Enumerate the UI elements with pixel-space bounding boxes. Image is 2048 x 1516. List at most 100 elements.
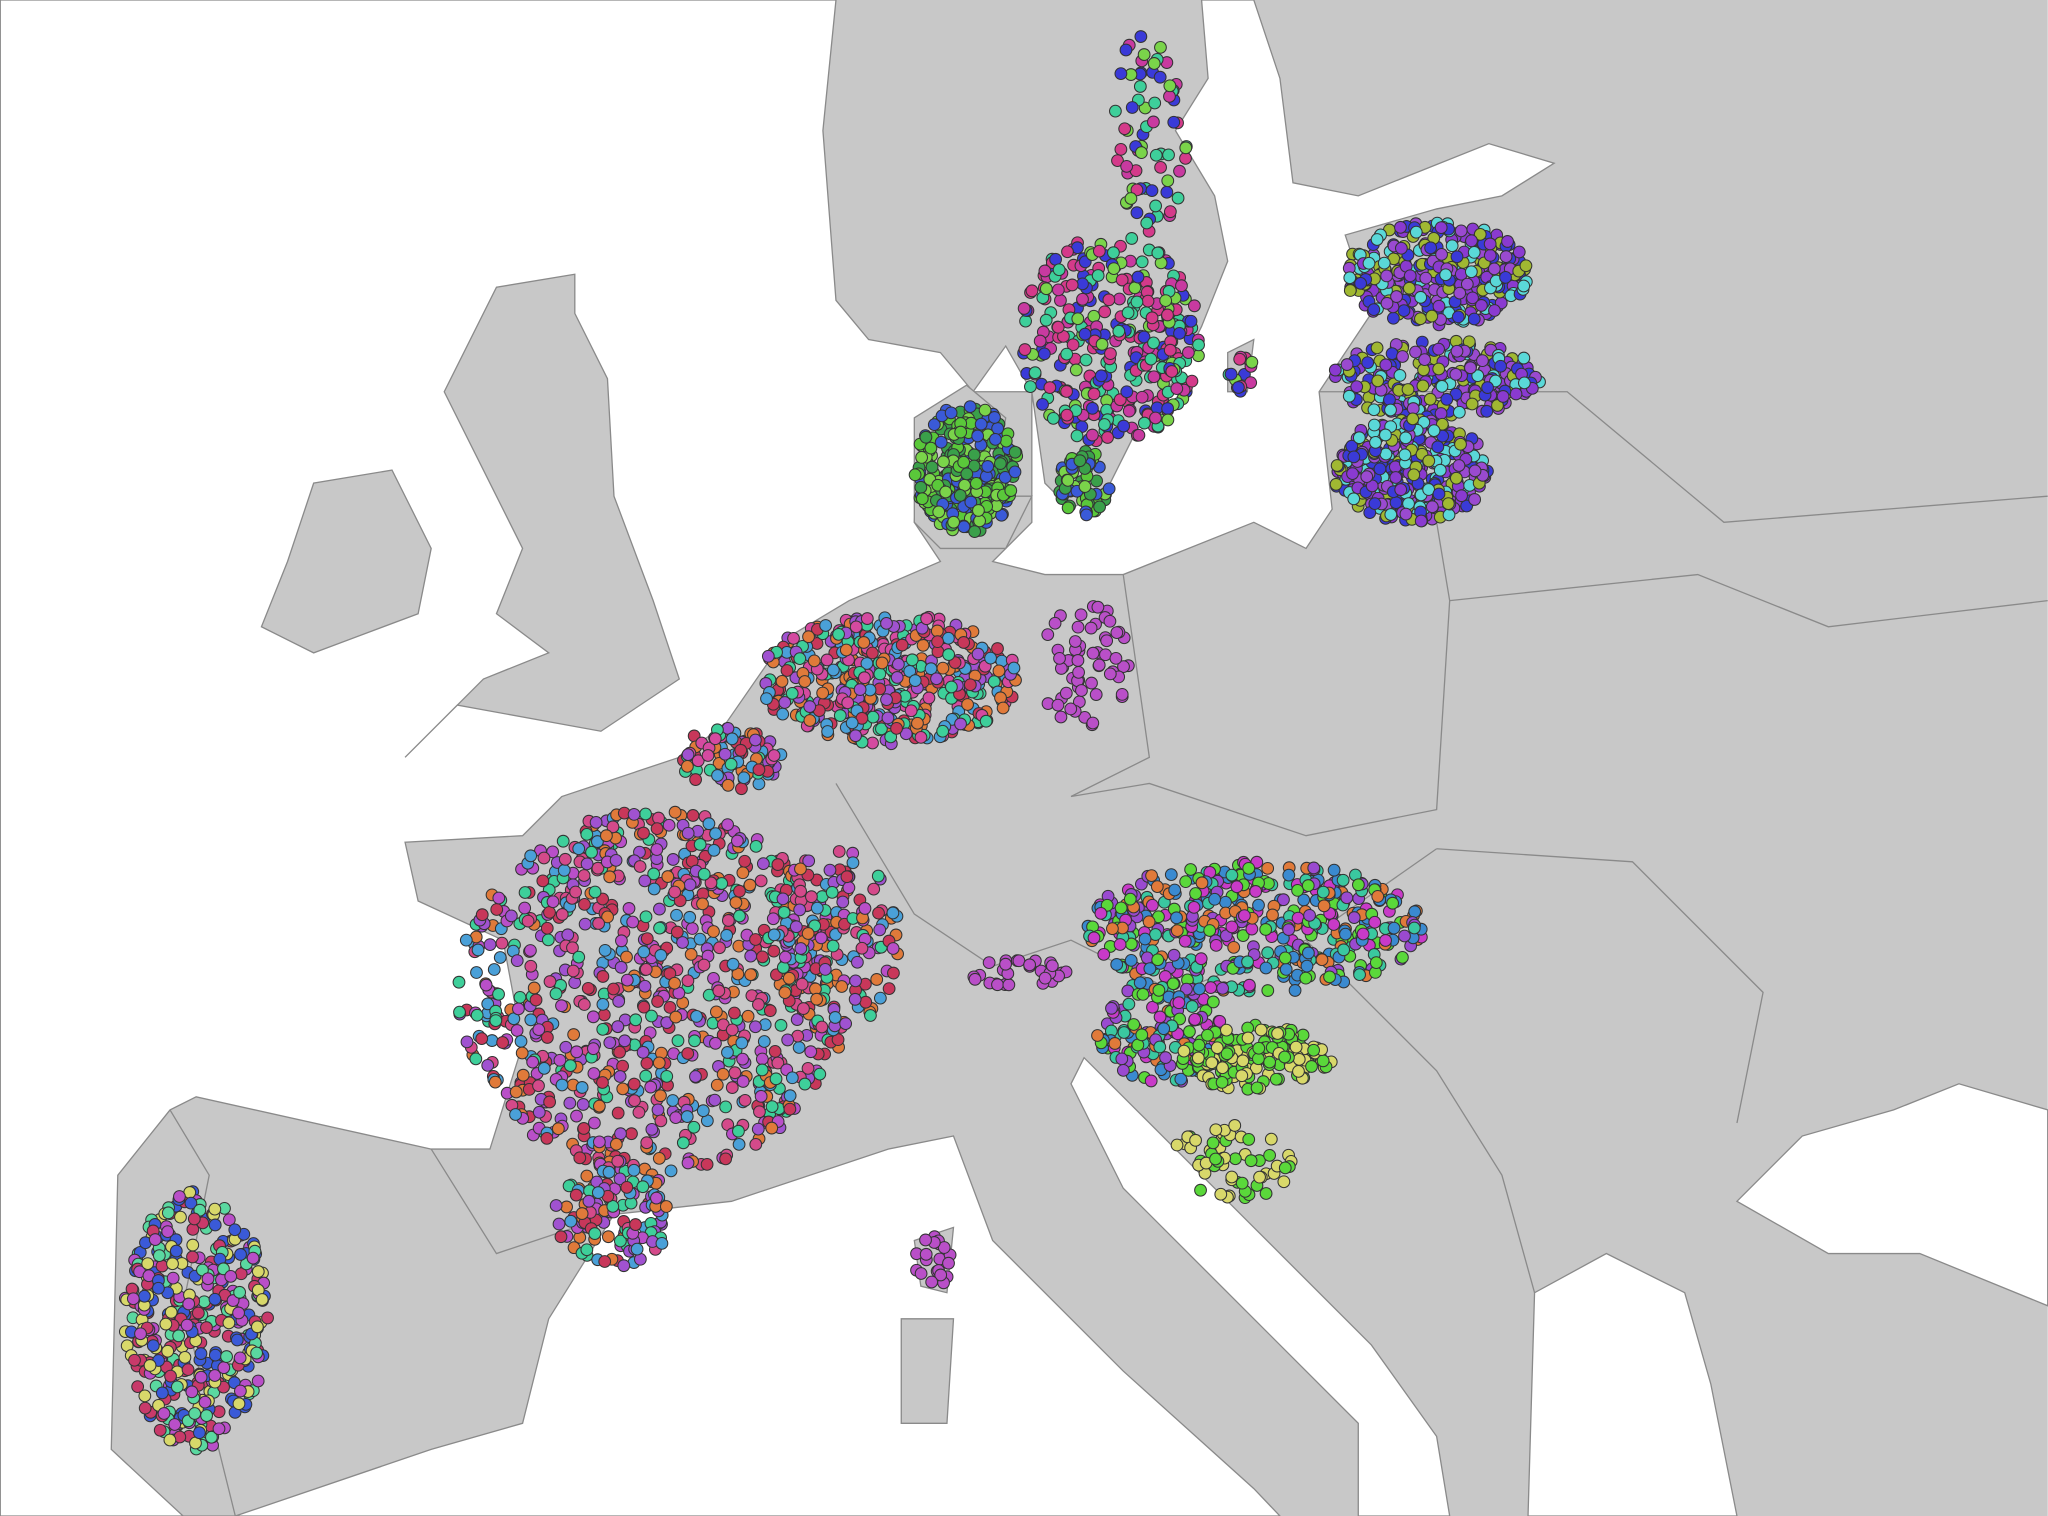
location-dot [591,861,605,875]
location-dot [637,826,650,840]
location-dot [1465,397,1479,411]
location-dot [592,1099,606,1113]
location-dot [558,852,572,866]
location-dot [1435,247,1448,261]
location-dot [208,1292,222,1306]
location-dot [1407,468,1421,482]
location-dot [1123,892,1137,906]
location-dot [1209,1152,1222,1166]
location-dot [823,863,837,877]
location-dot [1028,366,1042,380]
location-dot [1072,665,1085,679]
location-dot [492,891,506,905]
location-dot [541,933,555,947]
location-dot [161,1225,175,1239]
location-dot [1071,620,1085,634]
location-dot [880,616,893,630]
location-dot [521,914,535,928]
location-dot [749,1020,762,1034]
location-dot [1017,302,1031,315]
location-dot [942,1256,955,1270]
location-dot [1192,338,1205,352]
location-dot [1422,454,1436,468]
location-dot [1098,418,1111,431]
location-dot [577,998,591,1011]
location-dot [1095,337,1109,351]
location-dot [1060,408,1074,422]
location-dot [1209,938,1223,952]
location-dot [1179,141,1193,155]
location-dot [1061,473,1075,487]
location-dot [1172,996,1186,1010]
location-dot [1191,1051,1205,1065]
location-dot [470,966,483,979]
location-dot [984,651,997,665]
country-border [1070,522,1451,837]
location-dot [978,403,992,417]
location-dot [1465,234,1478,248]
location-dot [964,495,978,509]
location-dot [1102,482,1116,496]
location-dot [968,525,982,538]
location-dot [712,984,726,998]
location-dot [693,932,707,946]
location-dot [1119,43,1133,57]
location-dot [880,693,893,707]
location-dot [736,866,750,880]
location-dot [560,1200,573,1214]
location-dot [551,1122,565,1136]
location-dot [721,1046,734,1059]
location-dot [1499,270,1512,284]
location-dot [767,749,781,762]
location-dot [842,881,856,895]
location-dot [801,1061,815,1075]
location-dot [554,1230,568,1244]
location-dot [232,1397,246,1411]
location-dot [915,492,929,506]
location-dot [1397,304,1411,318]
location-dot [1496,390,1510,403]
location-dot [1380,296,1394,310]
location-dot [1065,278,1079,292]
location-dot [666,1094,680,1107]
location-dot [168,1418,182,1431]
location-dot [685,922,699,935]
location-dot [1277,1175,1291,1189]
location-dot [1460,277,1474,291]
location-dot [1122,997,1136,1011]
location-dot [1161,174,1175,188]
location-dot [866,646,879,660]
location-dot [1337,943,1351,957]
location-dot [871,869,885,883]
location-dot [1468,493,1482,506]
location-dot [996,701,1010,715]
location-dot [858,671,871,685]
location-dot [170,1380,184,1394]
location-dot [1107,246,1120,260]
location-dot [744,949,758,963]
location-dot [563,1096,577,1110]
location-dot [875,656,889,670]
location-dot [769,1072,783,1086]
location-dot [1142,915,1156,929]
location-dot [516,1068,530,1082]
location-dot [1517,376,1531,390]
location-dot [607,982,620,996]
location-dot [637,945,651,959]
location-dot [1299,971,1313,985]
location-dot [163,1433,177,1447]
location-dot [146,1339,160,1352]
location-dot [620,973,634,987]
location-dot [1416,379,1430,393]
location-dot [596,1022,610,1036]
location-dot [555,908,569,921]
location-dot [783,1102,797,1116]
location-dot [676,1136,690,1150]
location-dot [1087,309,1101,323]
location-dot [1160,185,1174,199]
location-dot [591,1186,605,1199]
location-dot [233,1285,247,1299]
location-dot [849,974,862,988]
location-dot [246,1251,260,1265]
location-dot [153,1423,167,1437]
